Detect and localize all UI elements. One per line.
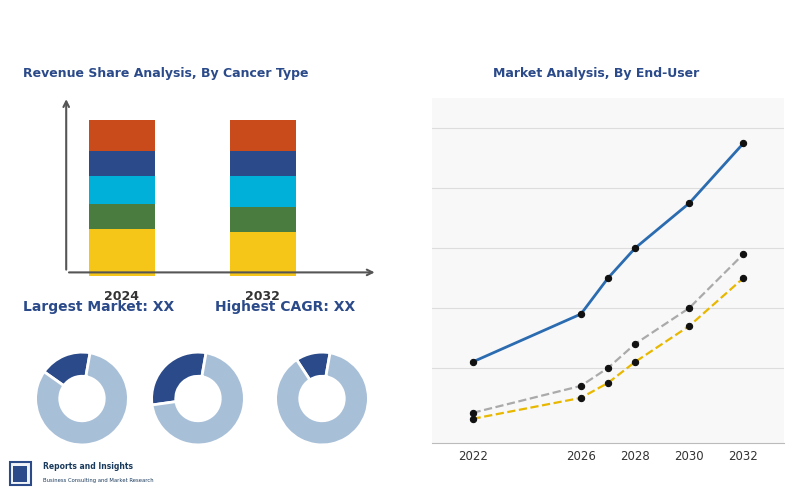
- Bar: [89, 151, 154, 176]
- FancyBboxPatch shape: [10, 462, 31, 485]
- Bar: [89, 176, 154, 204]
- Bar: [230, 151, 295, 176]
- Bar: [230, 232, 295, 276]
- Text: Business Consulting and Market Research: Business Consulting and Market Research: [43, 478, 154, 483]
- FancyBboxPatch shape: [14, 465, 27, 482]
- Wedge shape: [44, 352, 90, 386]
- Text: Market Analysis, By End-User: Market Analysis, By End-User: [493, 67, 699, 80]
- Text: Reports and Insights: Reports and Insights: [43, 462, 133, 471]
- Text: Largest Market: XX: Largest Market: XX: [23, 301, 174, 314]
- Wedge shape: [152, 353, 244, 445]
- Text: Highest CAGR: XX: Highest CAGR: XX: [215, 301, 356, 314]
- Wedge shape: [35, 353, 128, 445]
- Bar: [89, 204, 154, 229]
- Wedge shape: [297, 352, 330, 380]
- Text: 2024: 2024: [105, 289, 139, 303]
- Bar: [230, 120, 295, 151]
- Text: GLOBAL GENITOURINARY CANCERS TREATMENT MARKET SEGMENT ANALYSIS: GLOBAL GENITOURINARY CANCERS TREATMENT M…: [10, 19, 646, 33]
- Wedge shape: [152, 352, 206, 405]
- Bar: [230, 176, 295, 207]
- Bar: [89, 229, 154, 276]
- Text: 2032: 2032: [246, 289, 280, 303]
- Bar: [89, 120, 154, 151]
- Bar: [230, 207, 295, 232]
- Text: Revenue Share Analysis, By Cancer Type: Revenue Share Analysis, By Cancer Type: [22, 67, 308, 80]
- Wedge shape: [276, 353, 369, 445]
